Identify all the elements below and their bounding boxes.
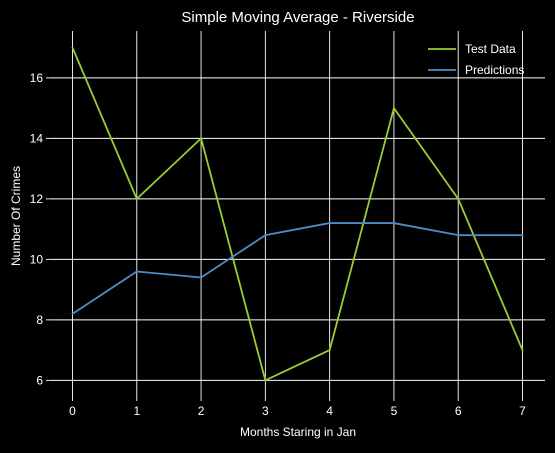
- x-tick-label: 4: [326, 404, 333, 418]
- y-tick-label: 6: [36, 373, 43, 387]
- x-tick-label: 2: [198, 404, 205, 418]
- y-tick-label: 16: [30, 71, 44, 85]
- data-point: [135, 270, 138, 273]
- x-tick-label: 1: [133, 404, 140, 418]
- data-point: [135, 197, 138, 200]
- x-axis-ticks: 0 1 2 3 4 5 6 7: [69, 397, 526, 418]
- series-line: [71, 47, 524, 382]
- data-point: [521, 349, 524, 352]
- y-tick-label: 10: [30, 252, 44, 266]
- x-axis-label: Months Staring in Jan: [240, 425, 356, 439]
- data-point: [521, 234, 524, 237]
- data-point: [200, 276, 202, 279]
- data-point: [393, 107, 395, 110]
- data-point: [264, 379, 267, 382]
- x-tick-label: 5: [391, 404, 398, 418]
- grid: [50, 31, 545, 397]
- x-tick-label: 6: [455, 404, 462, 418]
- y-tick-label: 12: [30, 192, 44, 206]
- y-tick-label: 14: [30, 131, 44, 145]
- series-layer: [71, 46, 524, 382]
- legend-label: Predictions: [465, 63, 524, 77]
- x-tick-label: 0: [69, 404, 76, 418]
- x-tick-label: 3: [262, 404, 269, 418]
- data-point: [328, 222, 331, 224]
- y-axis-label: Number Of Crimes: [9, 166, 23, 266]
- legend: Test Data Predictions: [428, 42, 524, 77]
- data-point: [393, 222, 395, 224]
- x-tick-label: 7: [519, 404, 526, 418]
- data-point: [457, 234, 460, 237]
- data-point: [71, 46, 74, 49]
- data-point: [264, 234, 267, 237]
- data-point: [328, 349, 331, 352]
- data-point: [200, 137, 202, 140]
- y-tick-label: 8: [36, 313, 43, 327]
- y-axis-ticks: 6 8 10 12 14 16: [30, 71, 50, 387]
- legend-label: Test Data: [465, 42, 516, 56]
- data-point: [457, 197, 460, 200]
- series-line: [72, 222, 523, 315]
- data-point: [71, 312, 74, 315]
- chart-title: Simple Moving Average - Riverside: [181, 9, 414, 26]
